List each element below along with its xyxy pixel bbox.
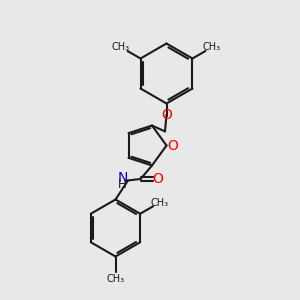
Text: N: N xyxy=(117,171,128,185)
Text: CH₃: CH₃ xyxy=(203,42,221,52)
Text: H: H xyxy=(118,178,127,190)
Text: CH₃: CH₃ xyxy=(112,42,130,52)
Text: CH₃: CH₃ xyxy=(151,197,169,208)
Text: O: O xyxy=(167,139,178,152)
Text: CH₃: CH₃ xyxy=(106,274,124,284)
Text: O: O xyxy=(152,172,163,186)
Text: O: O xyxy=(161,108,172,122)
